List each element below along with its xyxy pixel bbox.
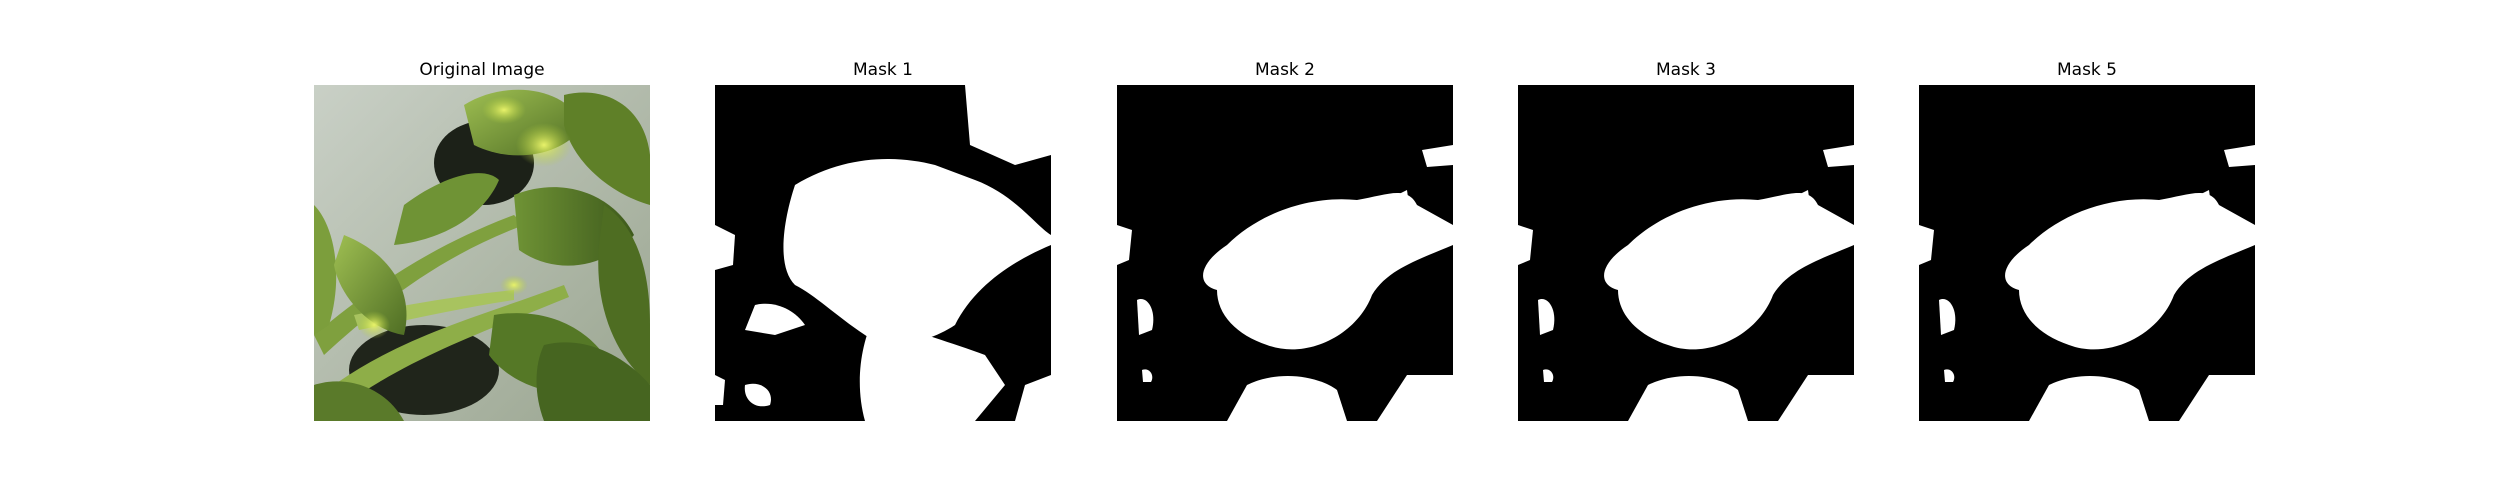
panel-title: Mask 3 — [1655, 60, 1716, 80]
mask-2-image — [1117, 85, 1453, 421]
original-plant-photo — [314, 85, 650, 421]
mask-1-image — [715, 85, 1051, 421]
panel-title: Mask 1 — [852, 60, 913, 80]
panel-title: Original Image — [419, 60, 545, 80]
panel-title: Mask 2 — [1254, 60, 1315, 80]
panel-title: Mask 5 — [2056, 60, 2117, 80]
mask-5-image — [1919, 85, 2255, 421]
mask-3-image — [1518, 85, 1854, 421]
